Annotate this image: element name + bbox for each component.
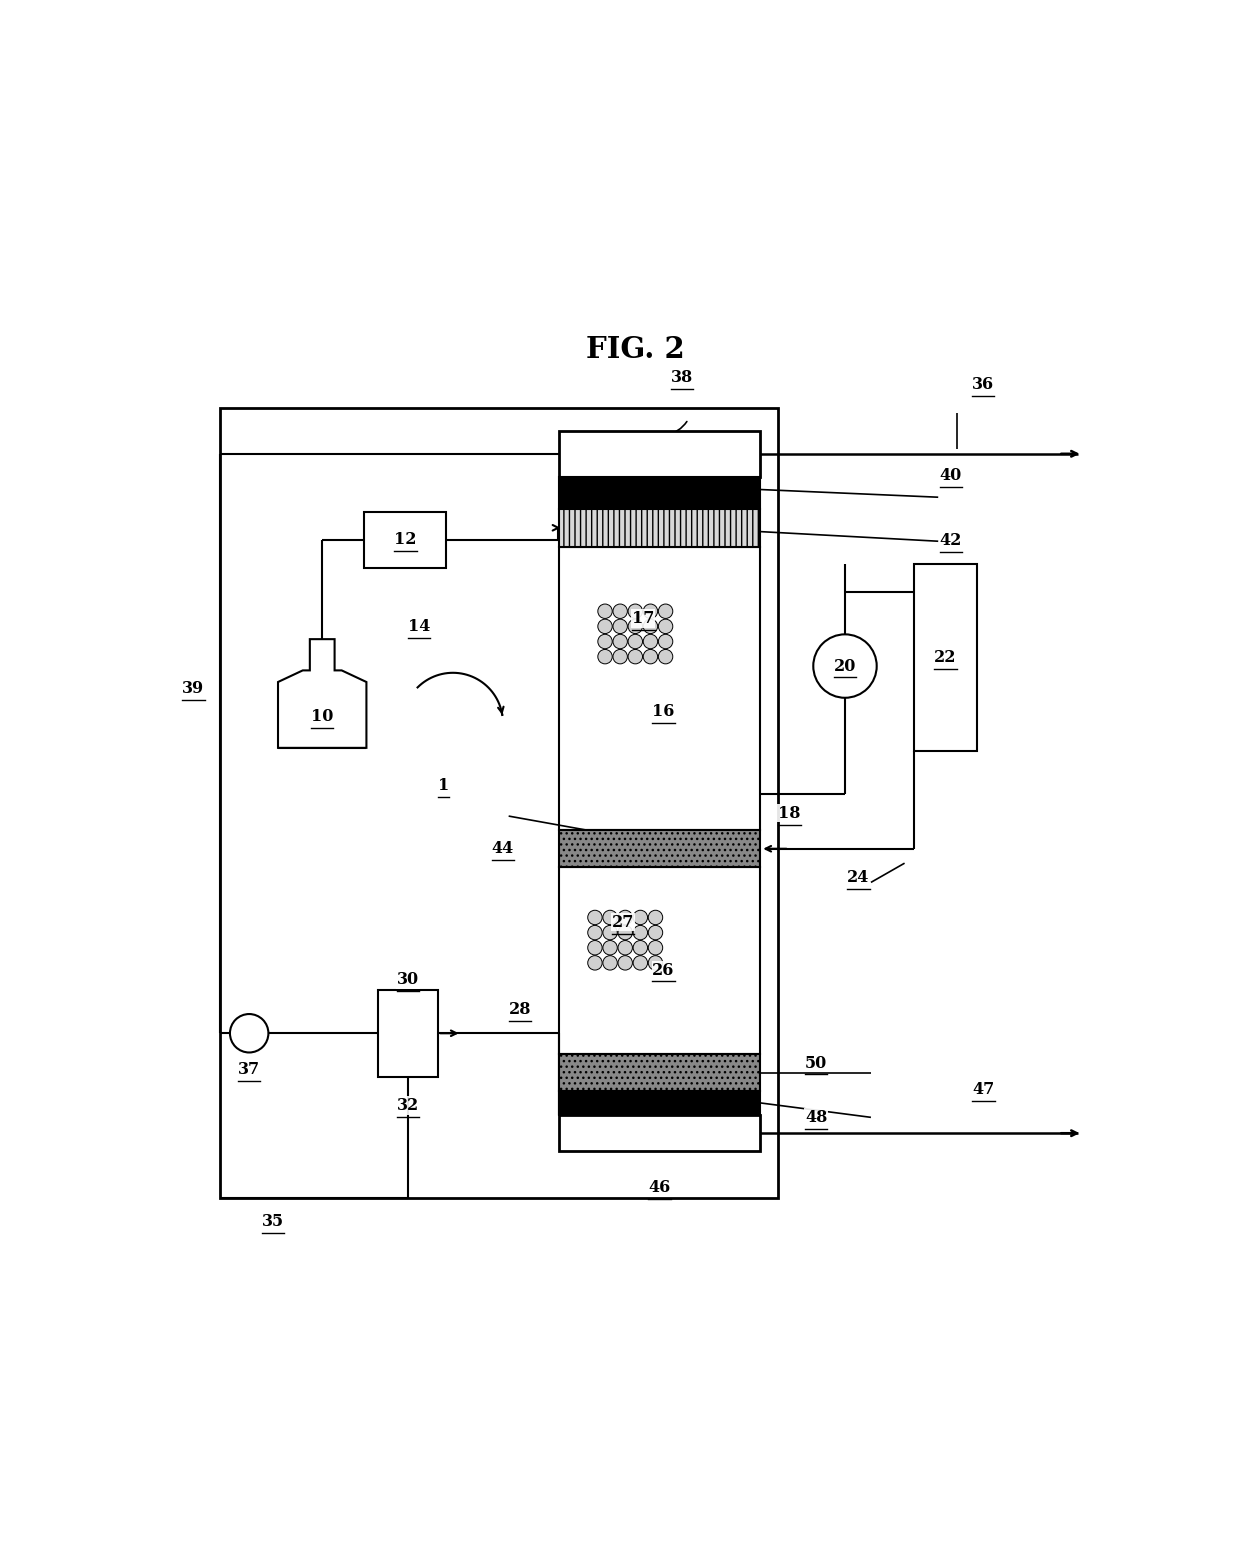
Text: 46: 46 — [649, 1180, 671, 1196]
Bar — [914, 564, 977, 750]
Circle shape — [649, 940, 662, 954]
Circle shape — [634, 956, 647, 970]
Circle shape — [618, 940, 632, 954]
Circle shape — [634, 940, 647, 954]
Circle shape — [629, 649, 642, 663]
Circle shape — [613, 634, 627, 649]
Text: 14: 14 — [408, 618, 430, 635]
Text: 17: 17 — [632, 610, 655, 627]
Circle shape — [613, 649, 627, 663]
Text: 1: 1 — [438, 777, 449, 794]
Text: 18: 18 — [777, 805, 801, 822]
Text: 10: 10 — [311, 708, 334, 726]
Text: 36: 36 — [972, 377, 994, 392]
Circle shape — [629, 634, 642, 649]
Polygon shape — [278, 640, 367, 747]
Circle shape — [658, 620, 673, 634]
Circle shape — [658, 634, 673, 649]
Circle shape — [588, 940, 603, 954]
Text: 39: 39 — [182, 680, 205, 698]
Circle shape — [603, 925, 618, 940]
Text: 35: 35 — [262, 1213, 284, 1230]
Text: 16: 16 — [652, 702, 675, 719]
Bar — [558, 1115, 760, 1152]
Text: 37: 37 — [238, 1062, 260, 1079]
Circle shape — [613, 604, 627, 618]
Circle shape — [658, 604, 673, 618]
Text: FIG. 2: FIG. 2 — [587, 335, 684, 363]
Text: 26: 26 — [652, 962, 675, 979]
Text: 44: 44 — [492, 841, 515, 858]
Text: 20: 20 — [833, 657, 856, 674]
Text: 47: 47 — [972, 1082, 994, 1098]
Text: 40: 40 — [940, 467, 962, 484]
Circle shape — [588, 956, 603, 970]
Text: 22: 22 — [934, 649, 957, 666]
Circle shape — [634, 911, 647, 925]
Circle shape — [588, 911, 603, 925]
Circle shape — [644, 649, 657, 663]
Bar — [365, 512, 446, 568]
Bar — [558, 476, 760, 509]
Text: 30: 30 — [397, 972, 419, 989]
Text: 38: 38 — [671, 369, 693, 386]
Circle shape — [598, 604, 613, 618]
Circle shape — [649, 925, 662, 940]
Text: 32: 32 — [397, 1096, 419, 1113]
Bar — [558, 1054, 760, 1091]
Text: 42: 42 — [940, 532, 962, 548]
Bar — [221, 408, 777, 1197]
Circle shape — [644, 620, 657, 634]
Circle shape — [813, 634, 877, 698]
Circle shape — [629, 604, 642, 618]
Circle shape — [229, 1014, 268, 1053]
Text: 28: 28 — [508, 1001, 532, 1018]
Circle shape — [649, 911, 662, 925]
Circle shape — [603, 911, 618, 925]
Circle shape — [649, 956, 662, 970]
Circle shape — [598, 649, 613, 663]
Bar — [558, 867, 760, 1054]
Circle shape — [613, 620, 627, 634]
Bar — [558, 431, 760, 476]
Text: 27: 27 — [613, 914, 635, 931]
Circle shape — [658, 649, 673, 663]
Circle shape — [588, 925, 603, 940]
Circle shape — [598, 620, 613, 634]
Circle shape — [618, 911, 632, 925]
Circle shape — [634, 925, 647, 940]
Text: 48: 48 — [805, 1109, 827, 1126]
Circle shape — [644, 634, 657, 649]
Bar — [558, 1091, 760, 1115]
Circle shape — [629, 620, 642, 634]
Circle shape — [618, 956, 632, 970]
Text: 50: 50 — [805, 1054, 827, 1071]
Circle shape — [618, 925, 632, 940]
Bar — [558, 509, 760, 547]
Circle shape — [603, 956, 618, 970]
Circle shape — [644, 604, 657, 618]
Text: 12: 12 — [394, 531, 417, 548]
Bar — [558, 547, 760, 830]
Bar — [378, 990, 438, 1076]
Circle shape — [598, 634, 613, 649]
Circle shape — [603, 940, 618, 954]
Text: 24: 24 — [847, 869, 869, 886]
Bar — [558, 830, 760, 867]
